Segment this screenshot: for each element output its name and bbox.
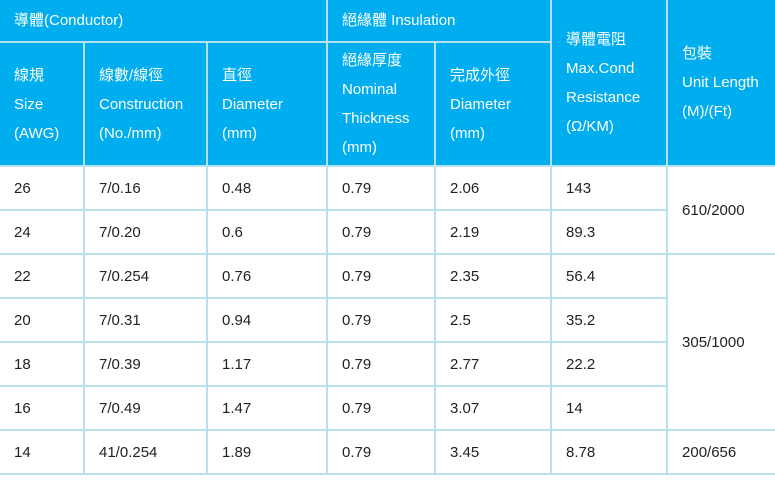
- table-body: 26 7/0.16 0.48 0.79 2.06 143 610/2000 24 7/0.20 0…: [0, 165, 775, 475]
- cell-construction: 41/0.254: [83, 429, 208, 475]
- cell-diameter: 1.89: [206, 429, 328, 475]
- cell-diameter: 1.17: [206, 341, 328, 387]
- table-row: 14 41/0.254 1.89 0.79 3.45 8.78 200/656: [0, 429, 775, 475]
- header-outer-diameter: 完成外徑 Diameter (mm): [433, 41, 553, 167]
- cell-thickness: 0.79: [326, 341, 436, 387]
- cell-construction: 7/0.254: [83, 253, 208, 299]
- header-diameter: 直徑 Diameter (mm): [206, 41, 328, 167]
- cell-construction: 7/0.31: [83, 297, 208, 343]
- cell-resistance: 56.4: [550, 253, 669, 299]
- cell-outer-diameter: 2.77: [433, 341, 553, 387]
- cell-size: 22: [0, 253, 85, 299]
- table-row: 20 7/0.31 0.94 0.79 2.5 35.2: [0, 297, 775, 343]
- header-thickness: 絕緣厚度 Nominal Thickness (mm): [326, 41, 436, 167]
- cell-size: 18: [0, 341, 85, 387]
- cell-construction: 7/0.39: [83, 341, 208, 387]
- cell-resistance: 143: [550, 165, 669, 211]
- table-row: 18 7/0.39 1.17 0.79 2.77 22.2: [0, 341, 775, 387]
- cell-size: 20: [0, 297, 85, 343]
- cell-outer-diameter: 2.5: [433, 297, 553, 343]
- cell-diameter: 0.76: [206, 253, 328, 299]
- cell-unit-length: 200/656: [666, 429, 775, 475]
- cell-thickness: 0.79: [326, 209, 436, 255]
- cell-thickness: 0.79: [326, 253, 436, 299]
- cell-unit-length: 305/1000: [666, 253, 775, 431]
- cell-outer-diameter: 3.07: [433, 385, 553, 431]
- header-column-row: 線規 Size (AWG) 線數/線徑 Construction (No./mm…: [0, 41, 775, 167]
- cell-outer-diameter: 3.45: [433, 429, 553, 475]
- cell-diameter: 0.6: [206, 209, 328, 255]
- cell-outer-diameter: 2.19: [433, 209, 553, 255]
- header-group-row: 導體(Conductor) 絕緣體 Insulation 導體電阻 Max.Co…: [0, 0, 775, 167]
- cell-construction: 7/0.49: [83, 385, 208, 431]
- cell-resistance: 89.3: [550, 209, 669, 255]
- cell-thickness: 0.79: [326, 385, 436, 431]
- table-row: 24 7/0.20 0.6 0.79 2.19 89.3: [0, 209, 775, 255]
- cell-size: 14: [0, 429, 85, 475]
- cell-thickness: 0.79: [326, 165, 436, 211]
- header-unit-length: 包裝 Unit Length (M)/(Ft): [666, 0, 775, 167]
- table-row: 26 7/0.16 0.48 0.79 2.06 143 610/2000: [0, 165, 775, 255]
- table-header: 導體(Conductor) 絕緣體 Insulation 導體電阻 Max.Co…: [0, 0, 775, 167]
- cell-resistance: 22.2: [550, 341, 669, 387]
- header-conductor-group: 導體(Conductor): [0, 0, 328, 43]
- cell-resistance: 35.2: [550, 297, 669, 343]
- cell-outer-diameter: 2.35: [433, 253, 553, 299]
- cell-unit-length: 610/2000: [666, 165, 775, 255]
- cell-size: 16: [0, 385, 85, 431]
- header-resistance: 導體電阻 Max.Cond Resistance (Ω/KM): [550, 0, 669, 167]
- cell-thickness: 0.79: [326, 297, 436, 343]
- cell-diameter: 1.47: [206, 385, 328, 431]
- table-row: 16 7/0.49 1.47 0.79 3.07 14: [0, 385, 775, 431]
- cell-diameter: 0.48: [206, 165, 328, 211]
- cell-construction: 7/0.20: [83, 209, 208, 255]
- header-insulation-group: 絕緣體 Insulation: [325, 0, 553, 43]
- header-size: 線規 Size (AWG): [0, 41, 85, 167]
- cell-resistance: 14: [550, 385, 669, 431]
- header-construction: 線數/線徑 Construction (No./mm): [83, 41, 208, 167]
- cell-resistance: 8.78: [550, 429, 669, 475]
- cell-outer-diameter: 2.06: [433, 165, 553, 211]
- cell-size: 24: [0, 209, 85, 255]
- cell-size: 26: [0, 165, 85, 211]
- cell-diameter: 0.94: [206, 297, 328, 343]
- cell-construction: 7/0.16: [83, 165, 208, 211]
- table-row: 22 7/0.254 0.76 0.79 2.35 56.4 305/1000: [0, 253, 775, 431]
- cell-thickness: 0.79: [326, 429, 436, 475]
